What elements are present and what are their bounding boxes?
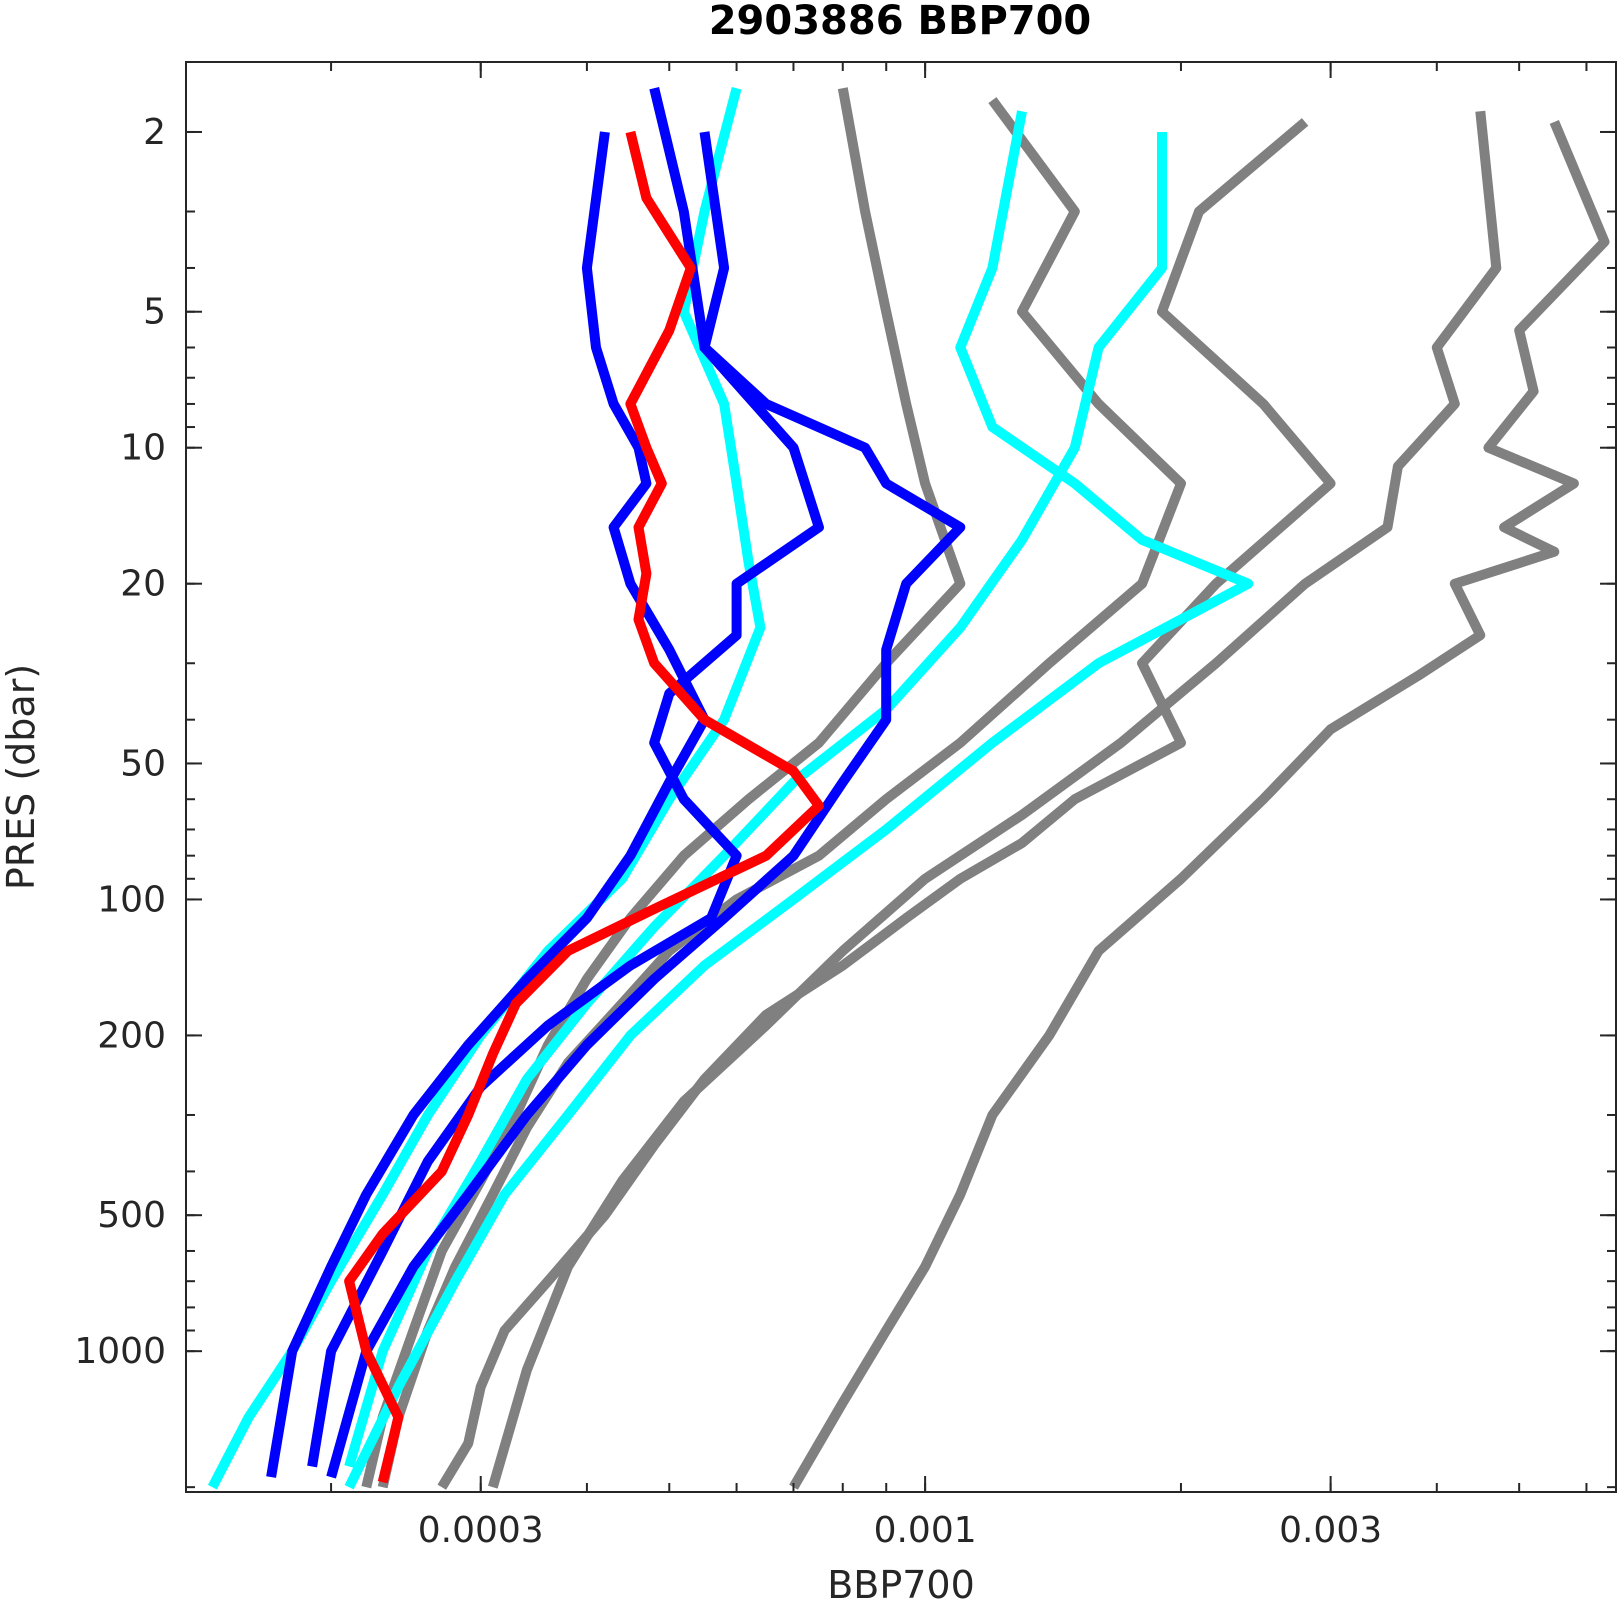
y-tick-label: 2 xyxy=(143,112,166,153)
chart-title: 2903886 BBP700 xyxy=(709,0,1092,44)
plot-frame xyxy=(185,61,1617,1493)
series-line-gray-5 xyxy=(487,110,1502,1489)
series-line-cyan-6 xyxy=(207,86,766,1490)
series-line-red-12 xyxy=(344,130,824,1484)
x-axis-title: BBP700 xyxy=(827,1563,975,1607)
y-tick-label: 20 xyxy=(120,564,166,605)
series-line-gray-2 xyxy=(789,119,1610,1490)
plot-area: 0.0003 0.001 0.003 2 5 10 20 50 100 200 500 1000 xyxy=(74,61,1617,1551)
x-tick-label: 0.003 xyxy=(1279,1510,1382,1551)
y-tick-label: 50 xyxy=(120,743,166,784)
y-tick-label: 5 xyxy=(143,292,166,333)
x-tick-label: 0.001 xyxy=(874,1510,977,1551)
series-line-gray-4 xyxy=(361,87,966,1489)
x-tick-label: 0.0003 xyxy=(418,1510,544,1551)
series-line-cyan-7 xyxy=(344,110,1254,1490)
series-layer xyxy=(207,86,1610,1490)
y-tick-label: 10 xyxy=(120,428,166,469)
series-line-blue-10 xyxy=(326,131,966,1479)
series-line-gray-3 xyxy=(377,97,1186,1489)
y-tick-label: 500 xyxy=(97,1195,166,1236)
y-tick-label: 200 xyxy=(97,1015,166,1056)
tick-layer: 0.0003 0.001 0.003 2 5 10 20 50 100 200 500 1000 xyxy=(74,62,1616,1551)
y-tick-label: 1000 xyxy=(74,1331,166,1372)
y-tick-label: 100 xyxy=(97,879,166,920)
series-line-blue-9 xyxy=(266,131,710,1478)
series-line-blue-11 xyxy=(307,87,824,1468)
y-axis-title: PRES (dbar) xyxy=(0,664,43,890)
series-line-gray-1 xyxy=(437,118,1336,1490)
